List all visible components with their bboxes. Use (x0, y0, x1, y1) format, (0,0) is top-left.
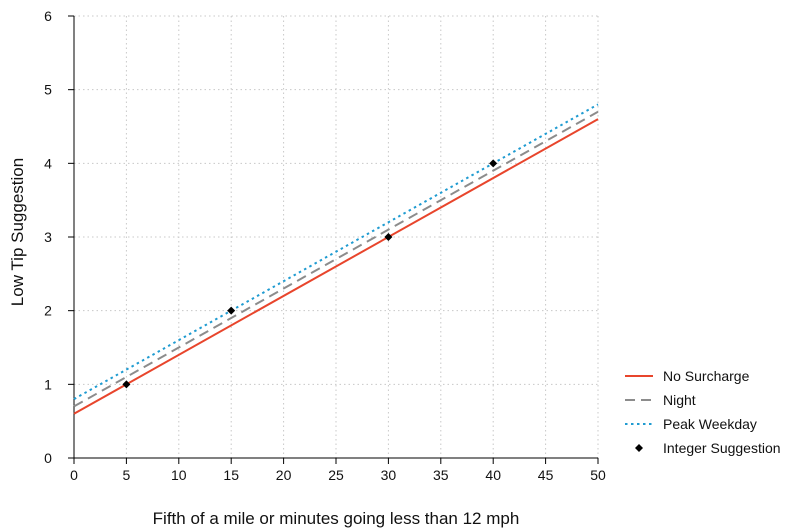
grid (74, 15, 599, 458)
y-tick-label: 0 (44, 450, 52, 466)
x-tick-label: 25 (328, 467, 344, 483)
x-tick-label: 10 (171, 467, 187, 483)
x-tick-label: 50 (590, 467, 606, 483)
series-line-no-surcharge (73, 118, 599, 415)
point-integer-suggestion (122, 380, 131, 389)
series-line-peak-weekday (73, 103, 599, 400)
x-tick-label: 0 (70, 467, 78, 483)
y-tick-label: 5 (44, 82, 52, 98)
x-ticks: 0 5 10 15 20 25 30 35 40 45 50 (70, 458, 606, 483)
points-group (122, 159, 498, 389)
y-tick-label: 3 (44, 229, 52, 245)
series-group (73, 103, 599, 415)
y-tick-label: 1 (44, 376, 52, 392)
x-axis-title: Fifth of a mile or minutes going less th… (153, 509, 520, 528)
legend-label-integer-suggestion: Integer Suggestion (663, 440, 781, 456)
y-ticks: 0 1 2 3 4 5 6 (44, 8, 74, 466)
point-integer-suggestion (384, 233, 393, 241)
legend-label-peak-weekday: Peak Weekday (663, 416, 757, 432)
legend-label-no-surcharge: No Surcharge (663, 368, 750, 384)
x-tick-label: 35 (433, 467, 449, 483)
point-integer-suggestion (489, 159, 498, 168)
legend-marker-integer-suggestion (635, 444, 643, 452)
y-tick-label: 4 (44, 155, 52, 171)
legend: No Surcharge Night Peak Weekday Integer Sug… (625, 368, 781, 456)
y-tick-label: 2 (44, 303, 52, 319)
y-tick-label: 6 (44, 8, 52, 24)
x-tick-label: 30 (381, 467, 397, 483)
x-tick-label: 40 (485, 467, 501, 483)
series-line-night (73, 110, 599, 408)
x-tick-label: 5 (123, 467, 131, 483)
point-integer-suggestion (227, 306, 236, 315)
legend-label-night: Night (663, 392, 696, 408)
x-tick-label: 45 (538, 467, 554, 483)
x-tick-label: 15 (223, 467, 239, 483)
y-axis-title: Low Tip Suggestion (8, 158, 27, 306)
x-tick-label: 20 (276, 467, 292, 483)
